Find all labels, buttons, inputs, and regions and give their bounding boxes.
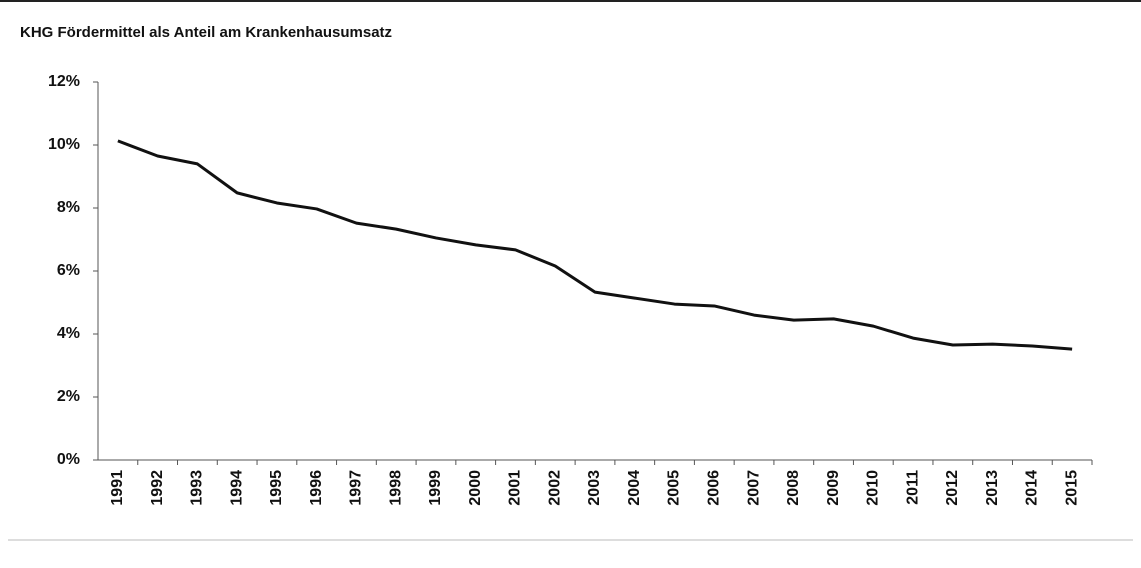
x-tick-label: 2000	[467, 470, 484, 506]
line	[117, 139, 1073, 351]
y-tick-label: 4%	[57, 325, 80, 342]
x-tick-label: 1993	[189, 470, 206, 506]
x-tick-label: 1997	[348, 470, 365, 506]
x-tick-label: 2001	[507, 470, 524, 506]
y-tick-label: 10%	[48, 136, 80, 153]
x-tick-label: 2010	[865, 470, 882, 506]
x-tick-label: 2002	[546, 470, 563, 506]
x-tick-label: 2013	[984, 470, 1001, 506]
x-tick-label: 1994	[228, 470, 245, 506]
y-tick-label: 0%	[57, 451, 80, 468]
y-tick-label: 8%	[57, 199, 80, 216]
x-tick-label: 2005	[666, 470, 683, 506]
x-tick-label: 2011	[904, 470, 921, 505]
x-tick-label: 1991	[109, 470, 126, 506]
x-tick-label: 2009	[825, 470, 842, 506]
chart-title: KHG Fördermittel als Anteil am Krankenha…	[20, 24, 392, 41]
x-tick-label: 2003	[586, 470, 603, 506]
x-tick-label: 1995	[268, 470, 285, 506]
y-tick-label: 6%	[57, 262, 80, 279]
x-tick-label: 2012	[944, 470, 961, 506]
x-tick-label: 2006	[705, 470, 722, 506]
x-tick-label: 2007	[745, 470, 762, 506]
x-tick-label: 2015	[1063, 470, 1080, 506]
x-tick-label: 1992	[149, 470, 166, 506]
x-tick-label: 1996	[308, 470, 325, 506]
x-tick-label: 1998	[387, 470, 404, 506]
x-tick-label: 2004	[626, 470, 643, 506]
y-tick-label: 12%	[48, 73, 80, 90]
y-tick-label: 2%	[57, 388, 80, 405]
x-tick-label: 2008	[785, 470, 802, 506]
x-tick-label: 1999	[427, 470, 444, 506]
x-tick-label: 2014	[1024, 470, 1041, 506]
